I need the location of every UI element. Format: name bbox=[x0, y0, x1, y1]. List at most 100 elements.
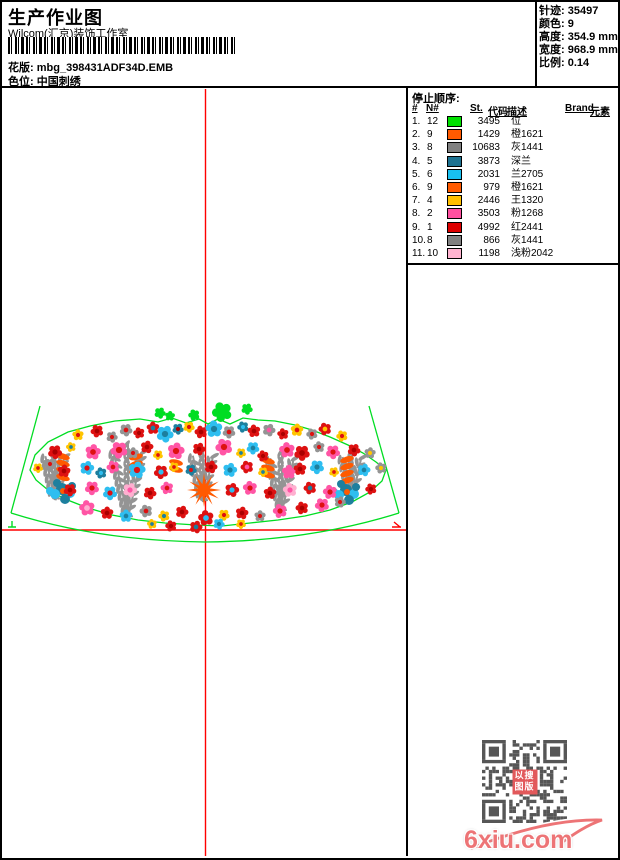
color-swatch bbox=[447, 155, 462, 167]
row-index: 11. bbox=[412, 247, 426, 259]
colorway-label: 色位: bbox=[8, 76, 34, 88]
col-stitches: St. bbox=[470, 103, 483, 114]
stitch-count: 2031 bbox=[477, 168, 500, 180]
site-logo: 6xiu.com bbox=[464, 826, 573, 854]
barcode bbox=[8, 37, 235, 54]
colorway-value: 中国刺绣 bbox=[36, 76, 81, 88]
colorway-row: 色位: 中国刺绣 bbox=[8, 73, 81, 89]
color-swatch bbox=[447, 195, 462, 207]
color-swatch bbox=[447, 168, 462, 180]
red-seal: 以搜 图版 bbox=[512, 769, 537, 794]
thread-description: 深兰 bbox=[511, 155, 531, 167]
thread-description: 红2441 bbox=[511, 221, 544, 233]
table-row: 2. 9 1429 橙1621 bbox=[408, 129, 618, 142]
stitch-count: 1429 bbox=[477, 129, 500, 141]
stat-line: 颜色: 9 bbox=[539, 18, 574, 30]
thread-description: 位 bbox=[511, 116, 521, 127]
needle-number: 8 bbox=[427, 234, 433, 246]
row-index: 7. bbox=[412, 195, 421, 207]
thread-description: 橙1621 bbox=[511, 181, 544, 193]
column-divider bbox=[406, 86, 408, 856]
stat-line: 比例: 0.14 bbox=[539, 57, 590, 69]
table-row: 11. 10 1198 浅粉2042 bbox=[408, 247, 618, 261]
needle-number: 12 bbox=[427, 116, 439, 127]
row-index: 10. bbox=[412, 234, 426, 246]
needle-number: 4 bbox=[427, 195, 433, 207]
row-index: 9. bbox=[412, 221, 421, 233]
row-index: 8. bbox=[412, 208, 421, 220]
thread-description: 粉1268 bbox=[511, 208, 544, 220]
stat-line: 宽度: 968.9 mm bbox=[539, 44, 618, 56]
stitch-count: 3495 bbox=[477, 116, 500, 127]
needle-number: 1 bbox=[427, 221, 433, 233]
table-row: 6. 9 979 橙1621 bbox=[408, 181, 618, 195]
table-bottom-divider bbox=[406, 263, 618, 265]
row-index: 2. bbox=[412, 129, 421, 141]
row-index: 5. bbox=[412, 168, 421, 180]
stats-divider bbox=[535, 2, 537, 86]
needle-number: 6 bbox=[427, 168, 433, 180]
col-element: 元素 bbox=[590, 107, 610, 118]
thread-description: 王1320 bbox=[511, 195, 544, 207]
row-index: 6. bbox=[412, 181, 421, 193]
color-swatch bbox=[447, 234, 462, 246]
stitch-count: 4992 bbox=[477, 221, 500, 233]
table-row: 3. 8 10683 灰1441 bbox=[408, 142, 618, 155]
needle-number: 5 bbox=[427, 155, 433, 167]
color-swatch bbox=[447, 116, 462, 127]
color-swatch bbox=[447, 181, 462, 193]
needle-number: 8 bbox=[427, 142, 433, 154]
needle-number: 9 bbox=[427, 181, 433, 193]
header-divider bbox=[2, 86, 618, 88]
table-row: 5. 6 2031 兰2705 bbox=[408, 168, 618, 182]
color-swatch bbox=[447, 142, 462, 154]
color-swatch bbox=[447, 221, 462, 233]
stitch-count: 2446 bbox=[477, 195, 500, 207]
thread-description: 兰2705 bbox=[511, 168, 544, 180]
needle-number: 9 bbox=[427, 129, 433, 141]
stop-sequence-title: 停止顺序: bbox=[412, 93, 460, 105]
design-file-label: 花版: bbox=[8, 62, 34, 74]
stop-sequence-panel: 停止顺序: # N# St. 代码 描述 Brand 元素 1. 12 3495 位 2… bbox=[408, 89, 618, 263]
col-needle: N# bbox=[426, 103, 439, 114]
stitch-count: 979 bbox=[483, 181, 500, 193]
table-row: 1. 12 3495 位 bbox=[408, 116, 618, 129]
qr-code: 以搜 图版 bbox=[482, 740, 567, 823]
thread-description: 灰1441 bbox=[511, 142, 544, 154]
color-swatch bbox=[447, 247, 462, 259]
stitch-count: 3503 bbox=[477, 208, 500, 220]
color-swatch bbox=[447, 208, 462, 220]
design-file-row: 花版: mbg_398431ADF34D.EMB bbox=[8, 59, 173, 75]
table-row: 4. 5 3873 深兰 bbox=[408, 155, 618, 169]
stat-line: 高度: 354.9 mm bbox=[539, 31, 618, 43]
design-preview bbox=[2, 89, 406, 856]
col-code: 代码 bbox=[488, 107, 508, 118]
table-row: 8. 2 3503 粉1268 bbox=[408, 208, 618, 221]
design-file-value: mbg_398431ADF34D.EMB bbox=[36, 62, 174, 74]
needle-number: 2 bbox=[427, 208, 433, 220]
stitch-count: 10683 bbox=[472, 142, 500, 154]
stitch-count: 866 bbox=[483, 234, 500, 246]
stitch-count: 1198 bbox=[478, 247, 500, 259]
col-index: # bbox=[412, 103, 418, 114]
stat-line: 针迹: 35497 bbox=[539, 5, 599, 17]
row-index: 4. bbox=[412, 155, 421, 167]
col-brand: Brand bbox=[565, 103, 594, 114]
stitch-count: 3873 bbox=[477, 155, 500, 167]
table-row: 10. 8 866 灰1441 bbox=[408, 234, 618, 248]
table-rows: 1. 12 3495 位 2. 9 1429 橙1621 3. 8 10683 灰1441 4. 5 387… bbox=[408, 116, 618, 261]
design-stats: 针迹: 35497 颜色: 9 高度: 354.9 mm 宽度: 968.9 mm 比例… bbox=[539, 5, 618, 70]
table-header-row: # N# St. 代码 描述 Brand 元素 bbox=[408, 103, 618, 118]
row-index: 1. bbox=[412, 116, 421, 127]
row-index: 3. bbox=[412, 142, 421, 154]
thread-description: 橙1621 bbox=[511, 129, 544, 141]
table-row: 7. 4 2446 王1320 bbox=[408, 195, 618, 208]
col-description: 描述 bbox=[507, 107, 527, 118]
page-title: 生产作业图 bbox=[8, 8, 103, 28]
thread-description: 灰1441 bbox=[511, 234, 544, 246]
table-row: 9. 1 4992 红2441 bbox=[408, 221, 618, 235]
thread-description: 浅粉2042 bbox=[511, 247, 554, 259]
color-swatch bbox=[447, 129, 462, 141]
needle-number: 10 bbox=[427, 247, 439, 259]
